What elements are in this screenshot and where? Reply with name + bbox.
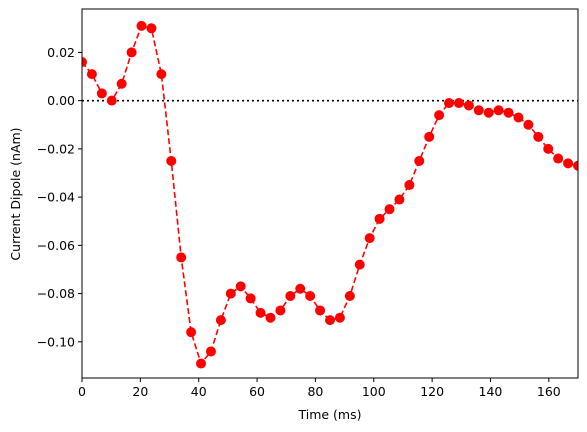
- data-point: [265, 312, 276, 323]
- data-point: [275, 305, 286, 316]
- data-point: [334, 312, 345, 323]
- data-point: [295, 283, 306, 294]
- y-tick-label: −0.10: [37, 334, 75, 349]
- data-point: [235, 281, 246, 292]
- data-point: [96, 88, 107, 99]
- data-point: [384, 204, 395, 215]
- data-point: [215, 315, 226, 326]
- y-tick-label: 0.00: [47, 93, 75, 108]
- data-point: [205, 346, 216, 357]
- data-point: [325, 315, 335, 326]
- data-point: [245, 293, 256, 304]
- x-tick-label: 100: [362, 384, 386, 399]
- x-tick-label: 0: [78, 384, 86, 399]
- data-point: [424, 131, 435, 142]
- y-axis-label: Current Dipole (nAm): [8, 127, 23, 260]
- plot-area: [82, 20, 578, 369]
- data-point: [463, 100, 474, 111]
- x-tick-label: 120: [420, 384, 444, 399]
- data-point: [434, 110, 445, 121]
- data-point: [444, 98, 455, 109]
- data-point: [354, 259, 365, 270]
- data-point: [513, 112, 524, 123]
- data-point: [156, 69, 167, 80]
- x-tick-label: 140: [479, 384, 503, 399]
- y-tick-label: 0.02: [47, 45, 75, 60]
- data-point: [116, 78, 127, 89]
- data-point: [126, 47, 137, 58]
- data-point: [404, 180, 415, 191]
- data-point: [553, 153, 564, 164]
- x-axis-label: Time (ms): [297, 407, 361, 422]
- data-point: [166, 155, 177, 166]
- data-point: [573, 160, 578, 171]
- data-point: [106, 95, 117, 106]
- y-tick-label: −0.06: [37, 238, 75, 253]
- data-point: [453, 98, 464, 109]
- data-point: [563, 158, 574, 169]
- y-tick-label: −0.08: [37, 286, 75, 301]
- data-point: [86, 69, 97, 80]
- data-point: [146, 23, 157, 34]
- x-tick-label: 60: [249, 384, 265, 399]
- data-point: [493, 105, 504, 116]
- x-tick-label: 160: [537, 384, 561, 399]
- data-point: [523, 119, 534, 130]
- data-point: [196, 358, 207, 369]
- data-point: [255, 307, 266, 318]
- data-point: [543, 143, 554, 154]
- axes-frame: [81, 8, 579, 379]
- data-point: [364, 233, 375, 244]
- x-tick-label: 20: [132, 384, 148, 399]
- data-point: [473, 105, 484, 116]
- data-point: [136, 20, 147, 31]
- data-point: [503, 107, 514, 118]
- data-point: [414, 155, 425, 166]
- x-tick-label: 40: [191, 384, 207, 399]
- data-point: [315, 305, 326, 316]
- data-point: [483, 107, 494, 118]
- data-point: [285, 291, 296, 301]
- data-point: [225, 288, 236, 299]
- data-point: [374, 213, 385, 224]
- data-point: [533, 131, 544, 142]
- y-tick-label: −0.04: [37, 190, 75, 205]
- x-tick-label: 80: [307, 384, 323, 399]
- data-point: [176, 252, 187, 263]
- data-point: [394, 194, 405, 205]
- data-point: [82, 57, 87, 68]
- data-point: [186, 327, 197, 338]
- data-point: [305, 291, 316, 301]
- x-axis: 0 20 40 60 80 100 120 140 160: [78, 378, 561, 399]
- data-point: [344, 291, 355, 301]
- y-tick-label: −0.02: [37, 141, 75, 156]
- y-axis: −0.10 −0.08 −0.06 −0.04 −0.02 0.00 0.02: [37, 45, 82, 349]
